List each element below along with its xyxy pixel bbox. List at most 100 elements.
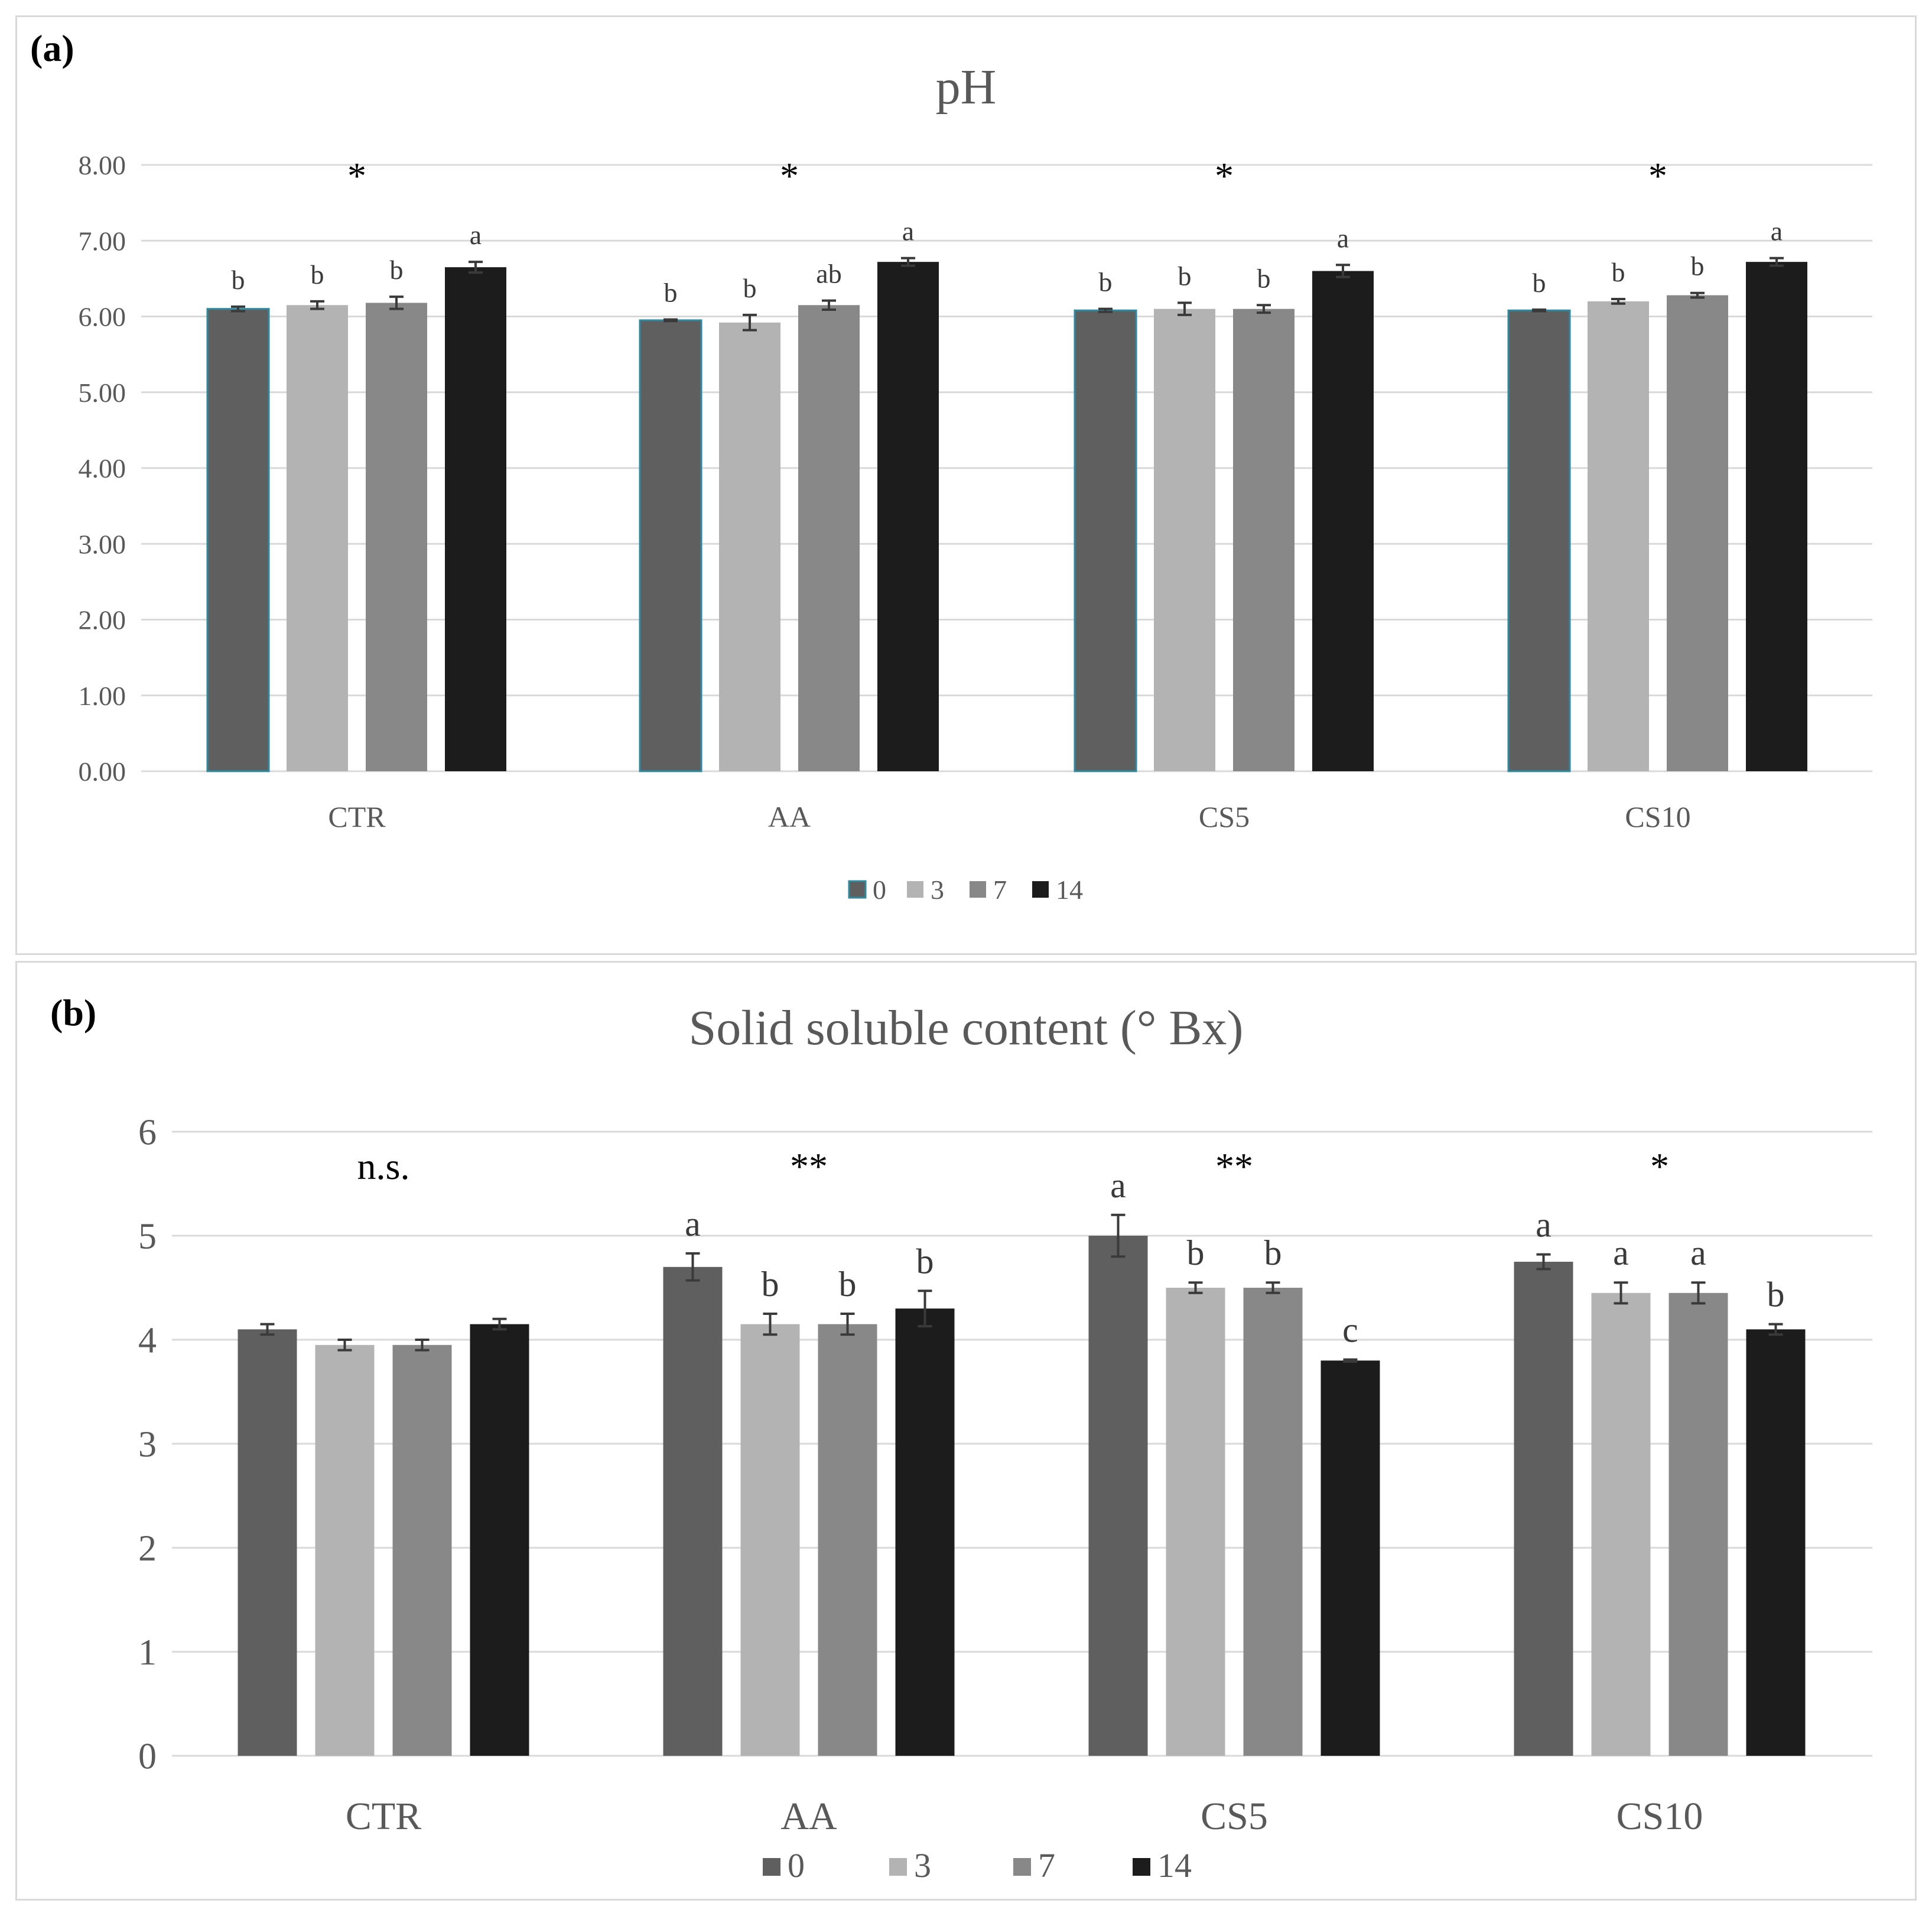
significance-letter: a — [470, 220, 482, 250]
legend-swatch — [1013, 1858, 1031, 1876]
significance-letter: b — [743, 273, 757, 303]
significance-label: * — [1648, 155, 1667, 197]
y-tick-label: 3.00 — [79, 529, 126, 559]
y-tick-label: 6 — [138, 1113, 157, 1153]
significance-letter: b — [1767, 1275, 1785, 1314]
bar — [445, 267, 506, 771]
significance-letter: b — [1099, 267, 1113, 297]
legend-swatch — [848, 880, 867, 899]
significance-letter: a — [1771, 216, 1783, 246]
bar — [1746, 262, 1807, 771]
bar — [1746, 1329, 1806, 1756]
bar — [238, 1329, 297, 1756]
chart-title: pH — [935, 60, 997, 115]
y-tick-label: 2 — [138, 1529, 157, 1569]
legend-label: 7 — [993, 875, 1007, 905]
significance-letter: a — [685, 1204, 701, 1243]
bar — [1668, 1292, 1728, 1756]
significance-label: * — [780, 155, 799, 197]
significance-letter: b — [1691, 251, 1705, 281]
significance-letter: b — [311, 259, 324, 290]
bar — [719, 322, 780, 771]
y-tick-label: 0.00 — [79, 756, 126, 787]
significance-letter: b — [839, 1265, 857, 1304]
bar — [818, 1324, 877, 1756]
x-category-label: CS5 — [1201, 1795, 1268, 1838]
significance-letter: a — [1110, 1166, 1126, 1205]
bar — [1667, 295, 1728, 772]
significance-letter: a — [1613, 1233, 1629, 1272]
x-category-label: CS10 — [1616, 1795, 1703, 1838]
significance-letter: b — [664, 278, 678, 308]
y-tick-label: 4.00 — [79, 453, 126, 483]
x-category-label: CTR — [346, 1795, 421, 1838]
y-tick-label: 5.00 — [79, 378, 126, 408]
bar — [1312, 271, 1374, 771]
bar — [877, 262, 939, 771]
y-tick-label: 2.00 — [79, 605, 126, 635]
legend-swatch — [1133, 1858, 1150, 1876]
bar — [315, 1344, 375, 1756]
y-tick-label: 0 — [138, 1737, 157, 1777]
bar — [1166, 1288, 1225, 1756]
bar — [895, 1308, 955, 1756]
y-tick-label: 3 — [138, 1425, 157, 1465]
legend-swatch — [763, 1858, 780, 1876]
bar — [1088, 1236, 1148, 1756]
chart-title: Solid soluble content (° Bx) — [688, 1001, 1244, 1055]
bar — [1233, 308, 1294, 771]
significance-letter: a — [1337, 223, 1349, 253]
significance-letter: c — [1342, 1310, 1358, 1349]
bar — [1154, 308, 1215, 771]
panel-label: (b) — [50, 992, 97, 1034]
bar — [287, 305, 348, 771]
bar — [206, 308, 270, 772]
significance-label: * — [1650, 1145, 1669, 1187]
significance-letter: a — [902, 216, 914, 246]
y-tick-label: 7.00 — [79, 226, 126, 256]
x-category-label: AA — [768, 800, 811, 833]
legend-label: 0 — [873, 875, 886, 905]
bar — [470, 1324, 529, 1756]
y-tick-label: 1 — [138, 1633, 157, 1673]
significance-letter: b — [232, 265, 245, 295]
significance-letter: b — [1187, 1233, 1205, 1272]
chart-plot-b: 0 1 2 3 4 5 6 CTR n.s. AA ** CS5 ** CS10 * a a a b b a b b a b c b… — [138, 1113, 1872, 1885]
bar — [1320, 1360, 1380, 1756]
legend-label: 14 — [1157, 1846, 1192, 1885]
legend-label: 0 — [788, 1846, 805, 1885]
legend-swatch — [889, 1858, 907, 1876]
x-category-label: CS10 — [1625, 800, 1690, 833]
y-tick-label: 4 — [138, 1321, 157, 1361]
y-tick-label: 6.00 — [79, 302, 126, 332]
bar — [1591, 1292, 1651, 1756]
significance-label: ** — [790, 1145, 828, 1187]
significance-letter: b — [762, 1265, 779, 1304]
chart-plot-a: 0.00 1.00 2.00 3.00 4.00 5.00 6.00 7.00 8.00 CTR *… — [79, 150, 1872, 905]
x-category-label: CTR — [328, 800, 386, 833]
legend-swatch — [1032, 881, 1049, 898]
significance-letter: b — [1178, 261, 1192, 291]
significance-letter: b — [1533, 268, 1546, 298]
y-tick-label: 5 — [138, 1217, 157, 1257]
significance-label: * — [1215, 155, 1234, 197]
y-tick-label: 8.00 — [79, 150, 126, 180]
bar — [1074, 309, 1137, 772]
significance-letter: a — [1690, 1233, 1706, 1272]
bar — [1514, 1262, 1573, 1756]
legend-swatch — [907, 881, 923, 898]
significance-letter: b — [1612, 257, 1625, 287]
significance-label: ** — [1215, 1145, 1253, 1187]
panel-label: (a) — [30, 27, 74, 69]
legend-label: 7 — [1038, 1846, 1055, 1885]
bar — [1507, 309, 1571, 772]
bar — [798, 305, 860, 771]
significance-letter: b — [916, 1242, 934, 1281]
significance-letter: b — [1257, 263, 1271, 293]
chart-panel-b: (b) Solid soluble content (° Bx) 0 1 2 3 4 5 6… — [15, 961, 1917, 1901]
chart-panel-a: (a) pH 0.00 1.00 2.00 3.00 4.00 5.00 6.00 7.00 8… — [15, 15, 1917, 955]
legend-swatch — [970, 881, 986, 898]
bar — [392, 1344, 452, 1756]
significance-label: n.s. — [357, 1145, 410, 1187]
significance-letter: b — [1264, 1233, 1282, 1272]
